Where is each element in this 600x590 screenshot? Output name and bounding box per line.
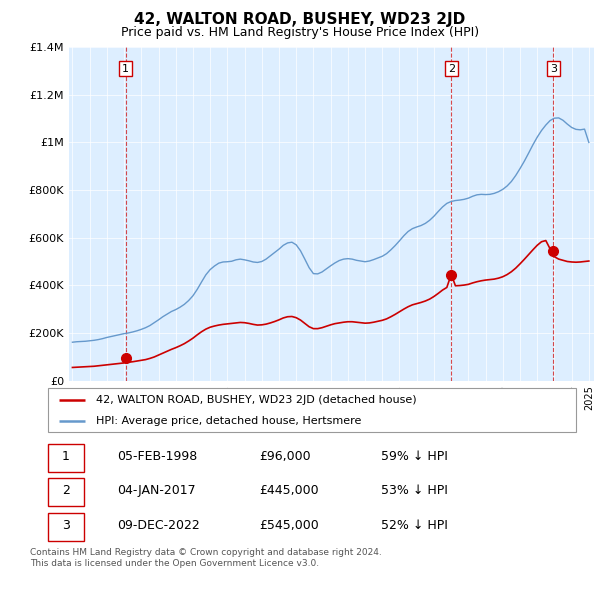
Text: 09-DEC-2022: 09-DEC-2022	[116, 519, 199, 532]
Text: HPI: Average price, detached house, Hertsmere: HPI: Average price, detached house, Hert…	[95, 416, 361, 426]
Text: £96,000: £96,000	[259, 450, 311, 463]
Text: 52% ↓ HPI: 52% ↓ HPI	[380, 519, 448, 532]
Text: 05-FEB-1998: 05-FEB-1998	[116, 450, 197, 463]
FancyBboxPatch shape	[48, 388, 576, 432]
Text: 3: 3	[62, 519, 70, 532]
Text: 3: 3	[550, 64, 557, 74]
Text: 1: 1	[62, 450, 70, 463]
Text: 2: 2	[448, 64, 455, 74]
Text: £545,000: £545,000	[259, 519, 319, 532]
Text: 53% ↓ HPI: 53% ↓ HPI	[380, 484, 448, 497]
FancyBboxPatch shape	[48, 478, 84, 506]
Text: Price paid vs. HM Land Registry's House Price Index (HPI): Price paid vs. HM Land Registry's House …	[121, 26, 479, 39]
FancyBboxPatch shape	[48, 444, 84, 472]
Text: Contains HM Land Registry data © Crown copyright and database right 2024.: Contains HM Land Registry data © Crown c…	[30, 548, 382, 556]
Text: 42, WALTON ROAD, BUSHEY, WD23 2JD (detached house): 42, WALTON ROAD, BUSHEY, WD23 2JD (detac…	[95, 395, 416, 405]
Text: £445,000: £445,000	[259, 484, 319, 497]
Text: 04-JAN-2017: 04-JAN-2017	[116, 484, 195, 497]
Text: 2: 2	[62, 484, 70, 497]
Text: 1: 1	[122, 64, 129, 74]
Text: 59% ↓ HPI: 59% ↓ HPI	[380, 450, 448, 463]
Text: This data is licensed under the Open Government Licence v3.0.: This data is licensed under the Open Gov…	[30, 559, 319, 568]
FancyBboxPatch shape	[48, 513, 84, 541]
Text: 42, WALTON ROAD, BUSHEY, WD23 2JD: 42, WALTON ROAD, BUSHEY, WD23 2JD	[134, 12, 466, 27]
